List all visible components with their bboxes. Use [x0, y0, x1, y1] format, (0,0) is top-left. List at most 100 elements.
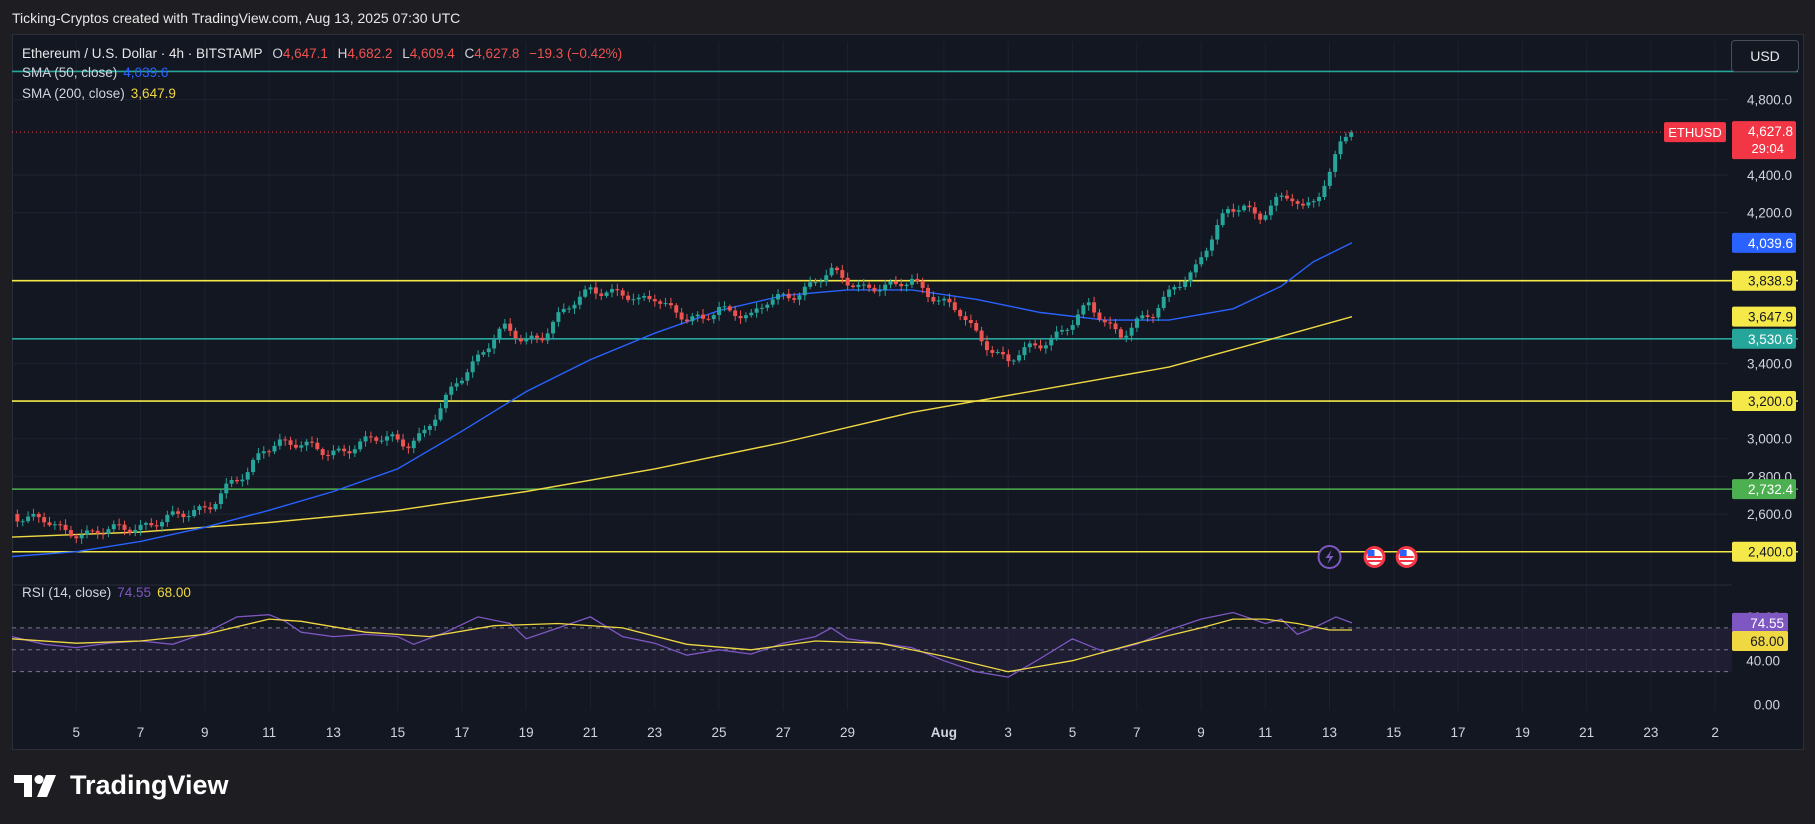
level-badge-3-bg	[1732, 391, 1796, 412]
y-tick-label-6: 4,800.0	[1747, 93, 1792, 108]
candle-body-116	[636, 297, 641, 300]
candle-body-81	[449, 386, 454, 395]
candle-body-209	[1134, 318, 1139, 328]
x-tick-label-9: 23	[647, 725, 662, 740]
candle-body-18	[111, 524, 116, 530]
candle-body-175	[952, 302, 957, 311]
candle-body-86	[476, 354, 481, 362]
candle-body-147	[802, 286, 807, 296]
candle-body-131	[717, 306, 722, 316]
candle-body-169	[920, 281, 925, 288]
rsi-legend[interactable]: RSI (14, close) 74.55 68.00	[22, 585, 191, 600]
candle-body-95	[524, 338, 529, 342]
candle-body-117	[642, 295, 647, 298]
candle-body-187	[1017, 355, 1022, 361]
candle-body-243	[1317, 196, 1322, 202]
candle-body-99	[545, 333, 550, 341]
candle-body-177	[963, 316, 968, 321]
rsi-ma-badge-label: 68.00	[1750, 634, 1784, 649]
candle-body-28	[165, 514, 170, 523]
x-tick-label-6: 17	[454, 725, 469, 740]
candle-body-172	[936, 300, 941, 302]
candle-body-158	[861, 284, 866, 286]
candle-body-52	[293, 444, 298, 448]
candle-body-83	[459, 380, 464, 384]
candle-body-176	[958, 310, 963, 317]
candle-body-98	[540, 337, 545, 341]
candle-body-167	[909, 278, 914, 285]
candle-body-232	[1258, 213, 1263, 220]
candle-body-82	[454, 383, 459, 387]
x-tick-label-17: 9	[1197, 725, 1205, 740]
candle-body-135	[738, 316, 743, 319]
x-tick-label-22: 19	[1515, 725, 1530, 740]
candle-body-74	[411, 440, 416, 449]
last-price-badge-label: 4,627.8	[1748, 124, 1793, 139]
candle-body-37	[213, 504, 218, 510]
candle-body-244	[1322, 185, 1327, 197]
candle-body-240	[1301, 203, 1306, 206]
symbol-badge-label: ETHUSD	[1668, 125, 1721, 140]
candle-body-129	[706, 318, 711, 320]
candle-body-238	[1290, 198, 1295, 202]
candle-body-136	[743, 315, 748, 319]
sma200-legend[interactable]: SMA (200, close) 3,647.9	[22, 86, 176, 101]
x-tick-label-12: 29	[840, 725, 855, 740]
candle-body-88	[486, 348, 491, 353]
sma50-legend[interactable]: SMA (50, close) 4,039.6	[22, 65, 169, 80]
candle-body-25	[149, 523, 154, 526]
us-flag-stripe-1	[1367, 556, 1382, 558]
high-value: H4,682.2	[337, 46, 393, 61]
candle-body-62	[347, 451, 352, 454]
candle-body-21	[127, 529, 132, 533]
candle-body-219	[1188, 272, 1193, 282]
level-badge-1-bg	[1732, 270, 1796, 291]
chart-panel[interactable]	[12, 34, 1804, 750]
candle-body-75	[417, 433, 422, 441]
x-tick-label-1: 7	[137, 725, 145, 740]
change-value: −19.3 (−0.42%)	[529, 46, 623, 61]
x-tick-label-14: 3	[1004, 725, 1012, 740]
candle-body-215	[1167, 289, 1172, 297]
candle-body-155	[845, 277, 850, 286]
candle-body-125	[684, 319, 689, 322]
candle-body-97	[534, 335, 539, 338]
candle-body-146	[797, 295, 802, 300]
candle-body-50	[283, 439, 288, 441]
sma50-badge-label: 4,039.6	[1748, 236, 1793, 251]
currency-button[interactable]: USD	[1731, 40, 1799, 72]
candle-body-27	[159, 522, 164, 527]
rsi-value-badge-bg	[1732, 612, 1788, 633]
candle-body-178	[968, 320, 973, 324]
candle-body-199	[1081, 305, 1086, 315]
candle-body-137	[749, 312, 754, 316]
candle-body-216	[1172, 287, 1177, 290]
candle-body-13	[84, 530, 89, 535]
candle-body-189	[1027, 343, 1032, 348]
candle-body-64	[358, 441, 363, 450]
candle-body-138	[754, 308, 759, 313]
candle-body-110	[604, 292, 609, 296]
candle-body-180	[979, 330, 984, 342]
candle-body-38	[218, 493, 223, 505]
us-flag-stripe2-1	[1367, 560, 1382, 562]
candle-body-12	[79, 534, 84, 539]
sma200-badge-label: 3,647.9	[1748, 310, 1793, 325]
candle-body-200	[1086, 302, 1091, 306]
candle-body-241	[1306, 202, 1311, 206]
candle-body-85	[470, 361, 475, 373]
candle-body-10	[68, 530, 73, 537]
candle-body-248	[1343, 136, 1348, 142]
attribution: Ticking-Cryptos created with TradingView…	[12, 10, 461, 26]
candle-body-226	[1226, 209, 1231, 214]
candle-body-218	[1183, 281, 1188, 287]
candle-body-30	[176, 511, 181, 514]
candle-body-228	[1236, 210, 1241, 212]
tradingview-logo[interactable]: TradingView	[14, 770, 229, 801]
symbol-title[interactable]: Ethereum / U.S. Dollar · 4h · BITSTAMP	[22, 46, 263, 61]
candle-body-78	[433, 419, 438, 426]
candle-body-179	[974, 323, 979, 331]
candle-body-31	[181, 513, 186, 518]
candle-body-127	[695, 314, 700, 317]
